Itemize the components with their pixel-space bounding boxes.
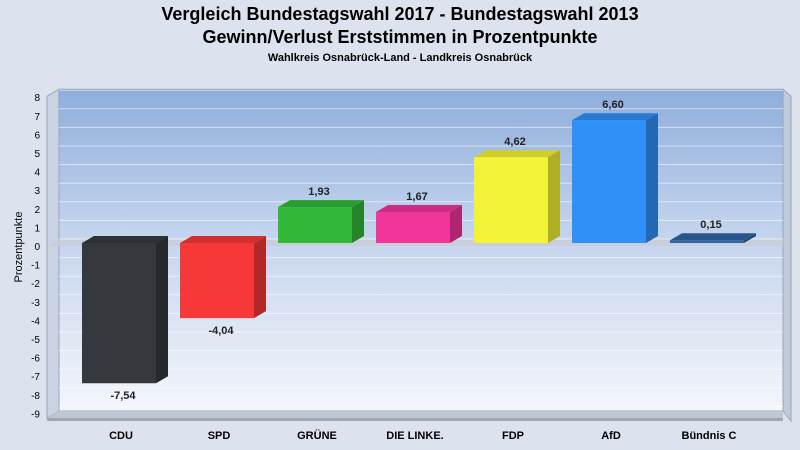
y-tick-label: -7: [31, 372, 40, 383]
y-tick-label: 8: [34, 93, 40, 104]
floor: [47, 411, 783, 418]
bar-front: [572, 120, 646, 243]
y-tick-label: 0: [34, 242, 40, 253]
data-label: -7,54: [110, 390, 136, 402]
left-wall: [46, 88, 60, 419]
y-tick-label: -5: [31, 335, 40, 346]
x-tick-label: DIE LINKE.: [386, 430, 443, 442]
bar-top: [82, 236, 168, 243]
y-tick-label: 5: [34, 149, 40, 160]
bar-front: [670, 240, 744, 243]
chart-title: Vergleich Bundestagswahl 2017 - Bundesta…: [161, 4, 639, 24]
y-tick-label: 4: [34, 168, 40, 179]
bar-top: [572, 113, 658, 121]
data-label: 4,62: [504, 136, 525, 148]
x-tick-label: Bündnis C: [682, 430, 737, 442]
bar-front: [474, 157, 548, 243]
bar-top: [180, 236, 266, 243]
y-tick-label: -6: [31, 354, 40, 365]
bar-b-ndnis-c: [670, 233, 756, 243]
bar-front: [376, 211, 450, 243]
bar-cdu: [82, 236, 168, 384]
data-label: -4,04: [208, 325, 234, 337]
bar-spd: [180, 236, 266, 319]
data-label: 1,93: [308, 186, 329, 198]
data-label: 0,15: [700, 219, 721, 231]
bar-side: [744, 233, 756, 243]
y-tick-label: 7: [34, 112, 40, 123]
bar-die-linke: [376, 204, 462, 243]
y-tick-label: 3: [34, 186, 40, 197]
x-tick-label: FDP: [502, 430, 524, 442]
y-tick-label: 1: [34, 223, 40, 234]
x-tick-label: CDU: [109, 430, 133, 442]
data-label: 6,60: [602, 99, 623, 111]
y-tick-label: 2: [34, 205, 40, 216]
back-wall: [58, 88, 784, 412]
y-tick-label: -1: [31, 261, 40, 272]
x-tick-label: AfD: [601, 430, 621, 442]
y-axis-label: Prozentpunkte: [13, 212, 25, 283]
chart-subtitle-main: Gewinn/Verlust Erststimmen in Prozentpun…: [202, 27, 598, 47]
bar-fdp: [474, 150, 560, 243]
data-label: 1,67: [406, 191, 427, 203]
y-tick-label: -2: [31, 279, 40, 290]
bar-side: [352, 200, 364, 243]
x-tick-label: GRÜNE: [297, 429, 337, 442]
bar-afd: [572, 113, 658, 244]
bar-side: [254, 236, 266, 319]
x-tick-label: SPD: [208, 430, 231, 442]
bar-top: [278, 200, 364, 208]
bar-side: [450, 204, 462, 243]
bar-side: [548, 150, 560, 243]
bar-gr-ne: [278, 200, 364, 243]
y-tick-label: -4: [31, 316, 40, 327]
bar-top: [376, 204, 462, 212]
bar-top: [670, 233, 756, 241]
chart-subtitle: Wahlkreis Osnabrück-Land - Landkreis Osn…: [267, 52, 533, 64]
y-tick-label: 6: [34, 130, 40, 141]
bar-front: [82, 243, 156, 384]
y-tick-label: -9: [31, 409, 40, 420]
bar-front: [180, 243, 254, 319]
y-tick-label: -3: [31, 298, 40, 309]
bar-side: [156, 236, 168, 384]
bar-front: [278, 207, 352, 243]
bar-top: [474, 150, 560, 158]
bar-side: [646, 113, 658, 244]
y-tick-label: -8: [31, 391, 40, 402]
